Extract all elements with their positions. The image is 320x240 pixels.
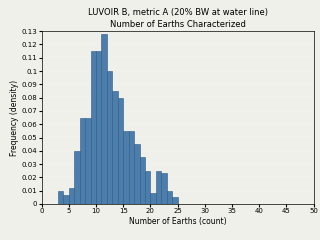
Bar [91, 51, 96, 204]
Bar [140, 157, 145, 204]
Bar [63, 195, 69, 204]
Bar [96, 51, 101, 204]
Bar [123, 131, 129, 204]
Bar [112, 91, 118, 204]
Bar [80, 118, 85, 204]
Bar [161, 174, 167, 204]
Bar [101, 34, 107, 204]
Bar [129, 131, 134, 204]
Bar [118, 98, 123, 204]
Bar [107, 71, 112, 204]
X-axis label: Number of Earths (count): Number of Earths (count) [129, 217, 227, 226]
Y-axis label: Frequency (density): Frequency (density) [10, 79, 19, 156]
Title: LUVOIR B, metric A (20% BW at water line)
Number of Earths Characterized: LUVOIR B, metric A (20% BW at water line… [88, 8, 268, 29]
Bar [134, 144, 140, 204]
Bar [167, 191, 172, 204]
Bar [156, 171, 161, 204]
Bar [145, 171, 150, 204]
Bar [172, 197, 178, 204]
Bar [69, 188, 74, 204]
Bar [150, 193, 156, 204]
Bar [85, 118, 91, 204]
Bar [58, 191, 63, 204]
Bar [74, 151, 80, 204]
